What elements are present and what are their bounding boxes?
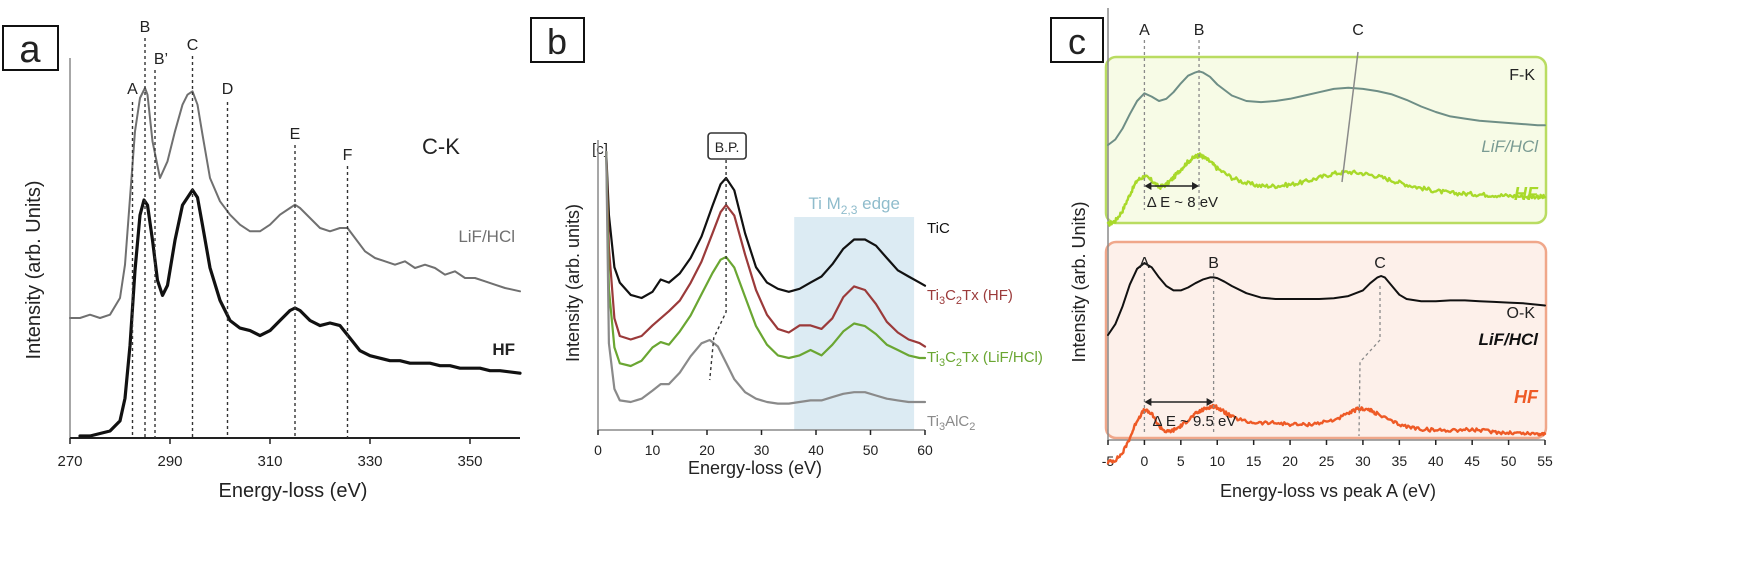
panel-a-plot: 270 290 310 330 350 A BB’ C D E F — [57, 19, 522, 470]
panel-c-series-label: HF — [1514, 184, 1539, 204]
panel-c-edge-label: O-K — [1507, 305, 1536, 322]
panel-c-xtick-label: 10 — [1209, 453, 1225, 469]
panel-a-marker-label: C — [187, 37, 199, 54]
panel-c-series-label: LiF/HCl — [1481, 137, 1539, 156]
panel-c-series-line — [1106, 403, 1547, 465]
panel-c-marker-label: C — [1374, 255, 1386, 272]
panel-b-xtick-label: 40 — [808, 442, 824, 458]
panel-a-marker-label: D — [222, 81, 234, 98]
panel-b-corner-label: [c] — [592, 141, 608, 158]
panel-a-marker-label: B — [140, 19, 151, 36]
panel-c-series-label: HF — [1514, 387, 1539, 407]
panel-c-marker-c-line — [1358, 286, 1381, 437]
panel-c-delta-label: Δ E ~ 8 eV — [1147, 194, 1218, 211]
panel-c-ylabel: Intensity (arb. Units) — [1069, 201, 1089, 362]
panel-c-xtick-label: 15 — [1246, 453, 1262, 469]
panel-a-ylabel: Intensity (arb. Units) — [23, 181, 45, 360]
panel-c-plot: -5 0 5 10 15 20 25 30 35 40 45 50 55A B CF-KLiF/HClHFΔ… — [1102, 8, 1553, 469]
panel-c-xtick-label: 50 — [1501, 453, 1517, 469]
panel-c-label-box — [1050, 17, 1104, 63]
panel-a-xtick-label: 330 — [357, 453, 382, 470]
panel-b: b Intensity (arb. units) Energy-loss (eV… — [530, 17, 1043, 478]
panel-b-xtick-label: 50 — [863, 442, 879, 458]
panel-c-marker-label: B — [1208, 255, 1219, 272]
panel-a-xtick-label: 350 — [457, 453, 482, 470]
panel-b-series-label: Ti3C2Tx (LiF/HCl) — [927, 349, 1043, 369]
panel-a-marker-label: B’ — [154, 51, 168, 68]
panel-b-series-label: TiC — [927, 220, 950, 237]
panel-c-delta-arrowhead — [1192, 182, 1200, 190]
panel-c-delta-arrowhead — [1144, 182, 1152, 190]
panel-c-xtick-label: 5 — [1177, 453, 1185, 469]
panel-b-peak-label: B.P. — [715, 139, 740, 155]
panel-b-series-line — [605, 150, 927, 348]
panel-a-marker-label: F — [343, 147, 353, 164]
panel-a-series-lif-line — [69, 87, 521, 319]
panel-b-xtick-label: 0 — [594, 442, 602, 458]
panel-a-label-box — [2, 25, 59, 71]
panel-c-series-label: LiF/HCl — [1479, 330, 1540, 349]
panel-c-marker-label: A — [1139, 22, 1150, 39]
panel-c-xlabel: Energy-loss vs peak A (eV) — [1220, 481, 1436, 501]
panel-a: a Intensity (arb. Units) Energy-loss (eV… — [2, 19, 522, 502]
panel-a-marker-label: E — [290, 126, 301, 143]
panel-a-xlabel: Energy-loss (eV) — [219, 480, 368, 502]
panel-c-marker-c-line — [1341, 51, 1359, 183]
panel-c-edge-label: F-K — [1509, 67, 1535, 84]
panel-c-marker-label: C — [1352, 22, 1364, 39]
panel-c-xtick-label: 30 — [1355, 453, 1371, 469]
panel-a-xtick-label: 290 — [157, 453, 182, 470]
panel-a-label: a — [19, 29, 41, 71]
panel-a-series-label-lif: LiF/HCl — [458, 227, 515, 246]
panel-b-xtick-label: 30 — [754, 442, 770, 458]
panel-a-series-hf-line — [78, 188, 522, 438]
panel-b-plot: Ti M2,3 edge 0 10 20 30 40 50 60 TiC Ti3C2Tx (HF)… — [594, 132, 1043, 458]
panel-c-xtick-label: 55 — [1537, 453, 1553, 469]
panel-a-series-label-hf: HF — [492, 340, 515, 359]
panel-b-xtick-label: 10 — [645, 442, 661, 458]
panel-c-series-line — [1107, 70, 1546, 146]
panel-b-band-label: Ti M2,3 edge — [808, 194, 900, 217]
panel-c-label: c — [1068, 21, 1086, 62]
panel-c-xtick-label: 35 — [1392, 453, 1408, 469]
panel-b-series-label: Ti3AlC2 — [927, 413, 975, 433]
panel-c-xtick-label: 25 — [1319, 453, 1335, 469]
panel-c-xtick-label: 0 — [1141, 453, 1149, 469]
panel-b-series-label: Ti3C2Tx (HF) — [927, 287, 1013, 307]
panel-c-group-box — [1104, 55, 1548, 225]
panel-b-series-line — [605, 150, 927, 368]
panel-c-series-line — [1107, 262, 1546, 336]
panel-a-marker-label: A — [127, 81, 138, 98]
panel-c-delta-arrowhead — [1206, 398, 1214, 406]
panel-b-peak-label-box — [707, 132, 747, 160]
panel-c-group-box — [1104, 240, 1548, 440]
panel-b-xtick-label: 20 — [699, 442, 715, 458]
panel-b-ylabel: Intensity (arb. units) — [563, 204, 583, 362]
panel-c-marker-label: B — [1194, 22, 1205, 39]
panel-a-xtick-label: 310 — [257, 453, 282, 470]
panel-c-xtick-label: 45 — [1464, 453, 1480, 469]
panel-a-edge-label: C-K — [422, 134, 460, 159]
panel-c-xtick-label: 20 — [1282, 453, 1298, 469]
panel-c-marker-label: A — [1139, 255, 1150, 272]
panel-b-xlabel: Energy-loss (eV) — [688, 458, 822, 478]
panel-c-delta-label: Δ E ~ 9.5 eV — [1153, 413, 1237, 430]
panel-c-series-line — [1106, 152, 1547, 227]
panel-b-label-box — [530, 17, 585, 63]
panel-c: c Intensity (arb. Units) Energy-loss vs … — [1050, 8, 1553, 501]
panel-b-xtick-label: 60 — [917, 442, 933, 458]
panel-c-delta-arrowhead — [1144, 398, 1152, 406]
panel-b-series-line — [605, 150, 927, 405]
panel-b-series-line — [605, 150, 927, 300]
panel-a-xtick-label: 270 — [57, 453, 82, 470]
panel-b-label: b — [547, 21, 567, 62]
panel-c-xtick-label: 40 — [1428, 453, 1444, 469]
